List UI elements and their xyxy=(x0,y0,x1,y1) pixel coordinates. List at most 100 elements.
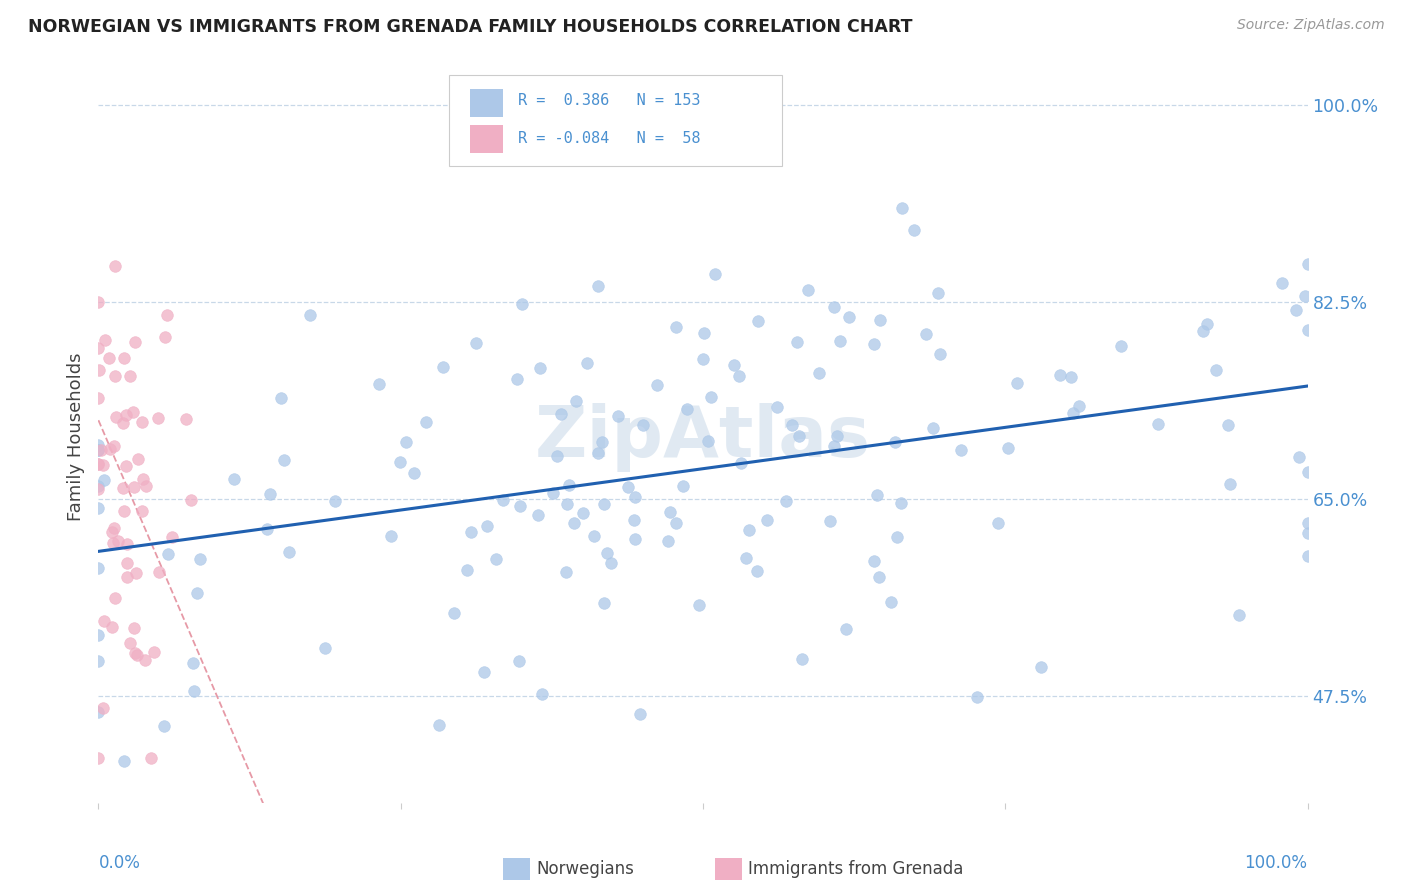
Point xyxy=(87,479,110,493)
Point xyxy=(1005,376,1028,390)
Point xyxy=(114,408,136,422)
Point xyxy=(572,507,595,521)
Point xyxy=(1192,324,1215,338)
Point xyxy=(775,493,797,508)
Point xyxy=(997,442,1019,456)
Point xyxy=(693,326,716,340)
Point xyxy=(87,442,110,457)
Point xyxy=(472,665,495,679)
Point xyxy=(323,493,346,508)
Point xyxy=(880,595,903,609)
Point xyxy=(745,564,768,578)
Point xyxy=(657,534,679,549)
Point xyxy=(1197,317,1219,331)
Point xyxy=(792,652,814,666)
Point xyxy=(827,428,849,442)
Point xyxy=(112,503,135,517)
Point xyxy=(87,443,110,458)
Point xyxy=(929,347,952,361)
Point xyxy=(966,690,988,704)
Bar xyxy=(470,89,503,117)
Point xyxy=(987,516,1010,530)
Point xyxy=(122,405,145,419)
Point xyxy=(509,499,531,513)
Y-axis label: Family Households: Family Households xyxy=(66,353,84,521)
Point xyxy=(464,335,486,350)
Point xyxy=(1296,323,1319,337)
Point xyxy=(665,320,688,334)
Point xyxy=(153,718,176,732)
Point xyxy=(1049,368,1071,383)
Point xyxy=(97,351,120,366)
Point xyxy=(1146,417,1168,431)
Point xyxy=(100,525,122,540)
Point xyxy=(823,439,845,453)
Point xyxy=(87,560,110,574)
Point xyxy=(823,300,845,314)
Text: NORWEGIAN VS IMMIGRANTS FROM GRENADA FAMILY HOUSEHOLDS CORRELATION CHART: NORWEGIAN VS IMMIGRANTS FROM GRENADA FAM… xyxy=(28,18,912,36)
Point xyxy=(586,446,609,460)
Point xyxy=(886,530,908,544)
Point xyxy=(512,296,534,310)
Point xyxy=(1067,399,1090,413)
Point xyxy=(91,700,114,714)
Point xyxy=(101,620,124,634)
Point xyxy=(156,547,179,561)
Point xyxy=(593,497,616,511)
Point xyxy=(122,621,145,635)
Point xyxy=(546,450,568,464)
Point xyxy=(89,363,111,377)
Point xyxy=(183,684,205,698)
Point xyxy=(415,415,437,429)
Point xyxy=(122,480,145,494)
Point xyxy=(111,416,134,430)
Text: R = -0.084   N =  58: R = -0.084 N = 58 xyxy=(517,131,700,146)
Point xyxy=(1060,369,1083,384)
Point xyxy=(617,480,640,494)
Point xyxy=(87,483,110,497)
Point xyxy=(596,546,619,560)
Point xyxy=(143,645,166,659)
Point xyxy=(112,755,135,769)
Point xyxy=(180,492,202,507)
Point xyxy=(818,514,841,528)
Point xyxy=(1271,276,1294,290)
Point xyxy=(703,267,725,281)
Point xyxy=(115,458,138,473)
Point xyxy=(735,551,758,566)
Point xyxy=(624,490,647,504)
Point xyxy=(460,524,482,539)
Point xyxy=(1296,465,1319,479)
Point xyxy=(443,607,465,621)
Point xyxy=(550,407,572,421)
Point xyxy=(153,329,176,343)
Point xyxy=(869,312,891,326)
Point xyxy=(531,687,554,701)
Point xyxy=(115,536,138,550)
Point xyxy=(103,440,125,454)
Text: 100.0%: 100.0% xyxy=(1244,854,1308,872)
Point xyxy=(120,636,142,650)
Point xyxy=(529,361,551,376)
Point xyxy=(1288,450,1310,465)
Point xyxy=(1205,363,1227,377)
Point xyxy=(890,496,912,510)
Point xyxy=(93,614,115,628)
Point xyxy=(1219,476,1241,491)
Point xyxy=(623,513,645,527)
Point xyxy=(87,295,110,310)
Point xyxy=(148,565,170,579)
Text: ZipAtlas: ZipAtlas xyxy=(536,402,870,472)
Point xyxy=(395,435,418,450)
Point xyxy=(786,334,808,349)
Text: Source: ZipAtlas.com: Source: ZipAtlas.com xyxy=(1237,18,1385,32)
Point xyxy=(273,453,295,467)
Point xyxy=(884,435,907,450)
Point xyxy=(628,706,651,721)
Point xyxy=(427,718,450,732)
Point xyxy=(838,310,860,325)
Point xyxy=(866,488,889,502)
Point xyxy=(456,563,478,577)
Point xyxy=(124,566,146,581)
Point xyxy=(87,751,110,765)
